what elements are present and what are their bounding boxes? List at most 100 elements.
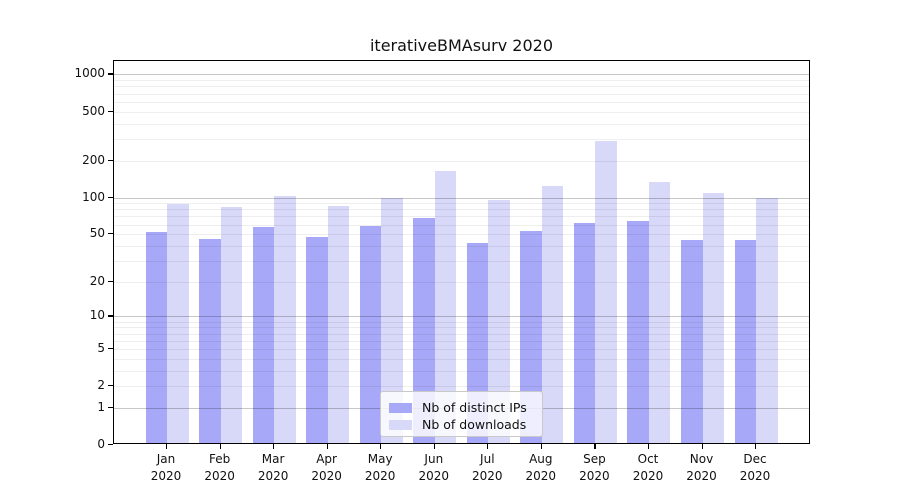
legend-label: Nb of downloads [422, 417, 527, 432]
x-tick [433, 444, 435, 449]
gridline-minor [114, 86, 809, 88]
plot-area [113, 60, 810, 444]
x-tick-label-May: May 2020 [364, 452, 396, 483]
x-tick [273, 444, 275, 449]
y-tick-label: 0 [97, 437, 105, 451]
y-tick [108, 73, 113, 75]
y-tick-label: 10 [89, 308, 105, 323]
gridline-minor [114, 340, 809, 342]
bar-ips-Apr [306, 236, 328, 443]
y-tick [108, 315, 113, 317]
gridline-minor [114, 216, 809, 218]
y-tick-label: 100 [82, 189, 105, 204]
gridline-minor [114, 358, 809, 360]
gridline-minor [114, 327, 809, 329]
x-tick-label-Jul: Jul 2020 [472, 452, 503, 483]
y-tick-label: 1000 [74, 66, 105, 81]
y-tick [108, 347, 113, 350]
gridline-minor [114, 245, 809, 247]
gridline-minor [114, 203, 809, 205]
bar-downloads-Apr [327, 206, 350, 443]
x-tick [755, 444, 757, 449]
gridline-minor [114, 80, 809, 82]
x-tick-label-Oct: Oct 2020 [632, 452, 664, 483]
bar-ips-Mar [252, 227, 275, 443]
gridline-minor [114, 370, 809, 372]
x-tick [540, 444, 542, 449]
gridline-major [114, 74, 809, 76]
gridline-minor [114, 348, 809, 350]
bar-ips-Dec [734, 240, 757, 443]
y-tick [108, 233, 113, 235]
y-tick [108, 280, 113, 282]
bar-ips-Oct [627, 220, 649, 443]
gridline-major [114, 316, 809, 318]
bar-downloads-Aug [541, 185, 564, 443]
bar-downloads-Jun [434, 171, 457, 443]
bar-downloads-Feb [220, 207, 243, 443]
x-tick [594, 444, 596, 449]
bar-downloads-May [381, 198, 403, 443]
x-tick-label-Feb: Feb 2020 [204, 452, 235, 483]
bar-ips-Jun [413, 218, 435, 443]
bar-ips-May [359, 226, 382, 443]
bar-downloads-Nov [702, 192, 724, 443]
y-tick [108, 159, 113, 161]
x-tick [326, 444, 328, 449]
gridline-minor [114, 224, 809, 226]
y-tick-label: 50 [89, 226, 105, 241]
y-tick [108, 110, 113, 112]
y-tick-label: 20 [89, 273, 105, 288]
x-tick-label-Jan: Jan 2020 [150, 452, 182, 483]
gridline-minor [114, 138, 809, 140]
legend-item-downloads: Nb of downloads [387, 416, 542, 433]
bar-downloads-Jul [488, 199, 510, 443]
x-tick [648, 444, 650, 449]
y-tick-label: 1 [97, 399, 105, 414]
bar-ips-Nov [681, 240, 703, 443]
gridline-minor [114, 93, 809, 95]
y-tick [108, 385, 113, 387]
y-tick-label: 200 [82, 152, 105, 167]
x-tick-label-Sep: Sep 2020 [579, 452, 610, 483]
legend: Nb of distinct IPs Nb of downloads [380, 391, 543, 437]
x-tick-label-Dec: Dec 2020 [739, 452, 771, 483]
x-tick-label-Mar: Mar 2020 [257, 452, 289, 483]
y-tick [108, 406, 113, 408]
ips-color-swatch [389, 402, 412, 413]
gridline-minor [114, 160, 809, 162]
gridline-minor [114, 111, 809, 113]
gridline-major [114, 197, 809, 199]
bar-ips-Aug [520, 231, 542, 443]
gridline-minor [114, 260, 809, 262]
gridline-minor [114, 209, 809, 211]
gridline-minor [114, 333, 809, 335]
x-tick [219, 444, 221, 449]
gridline-minor [114, 101, 809, 103]
x-tick-label-Nov: Nov 2020 [686, 452, 717, 483]
bar-downloads-Jan [167, 204, 189, 443]
chart-title: iterativeBMAsurv 2020 [369, 36, 554, 55]
gridline-minor [114, 234, 809, 236]
legend-label: Nb of distinct IPs [422, 400, 527, 415]
bar-downloads-Oct [648, 181, 671, 443]
legend-item-distinct-ips: Nb of distinct IPs [387, 399, 542, 416]
gridline-minor [114, 281, 809, 283]
bar-downloads-Sep [595, 141, 617, 443]
x-tick [487, 444, 489, 449]
x-tick-label-Apr: Apr 2020 [311, 452, 342, 483]
y-tick [108, 444, 113, 446]
bar-downloads-Dec [756, 198, 778, 443]
gridline-minor [114, 321, 809, 323]
bar-ips-Feb [199, 238, 221, 443]
x-tick-label-Jun: Jun 2020 [418, 452, 450, 483]
gridline-minor [114, 123, 809, 125]
y-tick-label: 2 [97, 378, 105, 393]
x-tick-label-Aug: Aug 2020 [525, 452, 557, 483]
x-tick [701, 444, 703, 449]
gridline-minor [114, 386, 809, 388]
y-tick-label: 5 [97, 340, 105, 355]
x-tick [166, 444, 168, 449]
y-tick [108, 196, 113, 198]
